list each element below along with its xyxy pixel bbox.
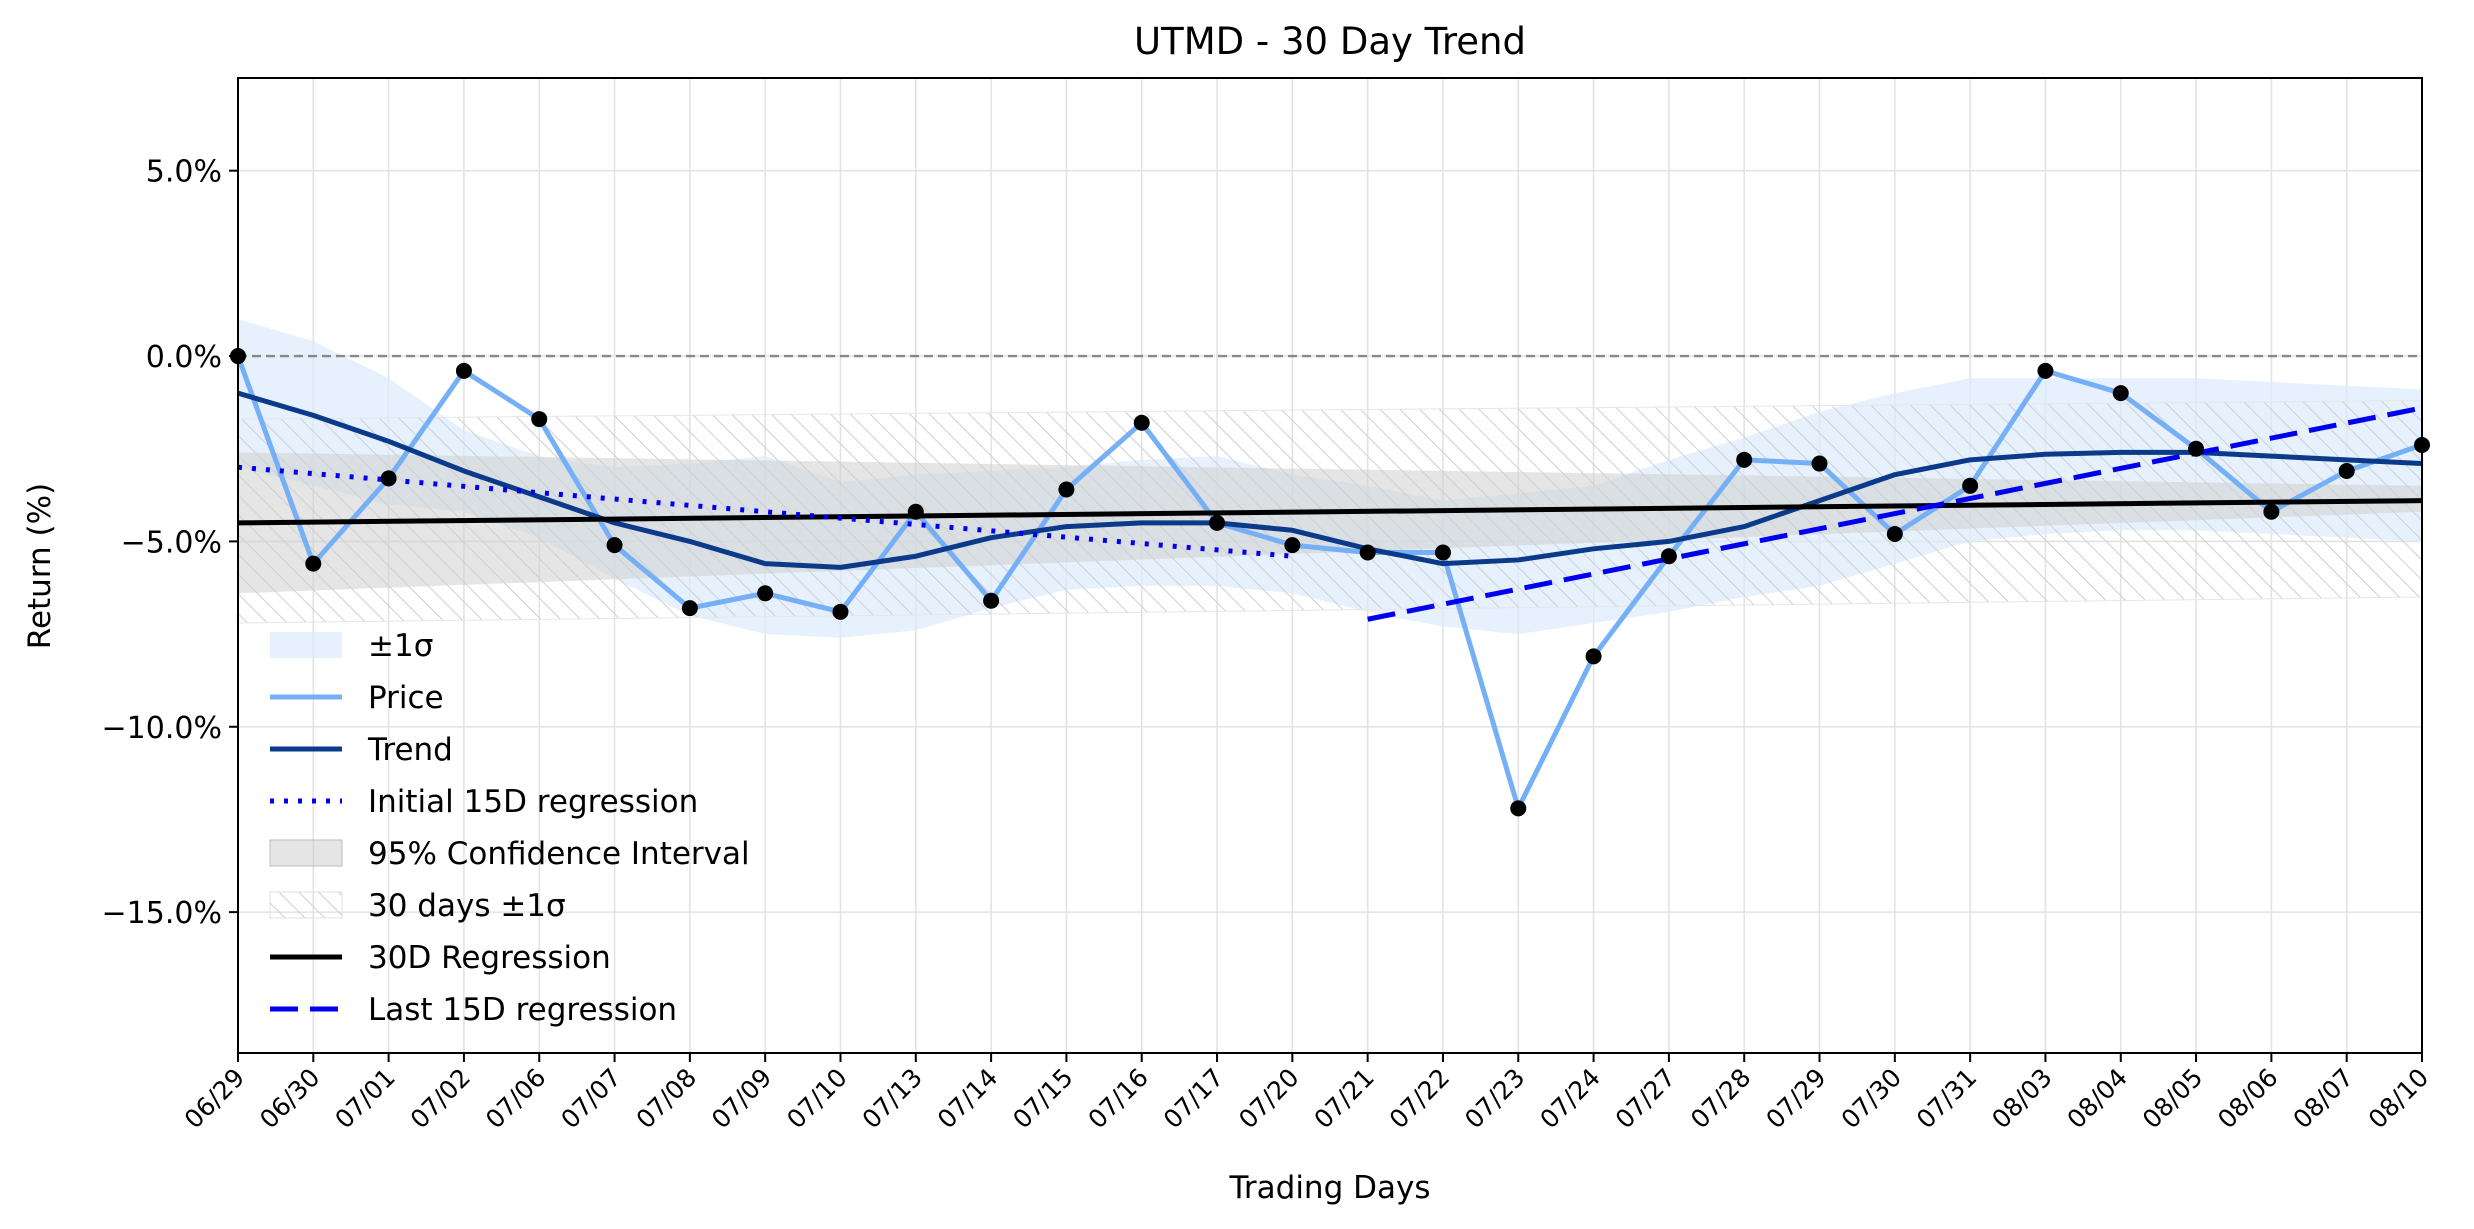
x-tick-label: 07/13 (857, 1063, 928, 1134)
x-tick-label: 07/02 (405, 1063, 476, 1134)
legend-label: ±1σ (368, 628, 433, 664)
price-point (983, 592, 1000, 609)
legend-swatch (269, 839, 343, 867)
x-tick-label: 07/23 (1459, 1063, 1530, 1134)
legend-swatch (270, 632, 342, 658)
x-tick-label: 07/28 (1685, 1063, 1756, 1134)
y-tick-label: −5.0% (121, 525, 222, 560)
price-point (1811, 455, 1828, 472)
chart-title: UTMD - 30 Day Trend (1134, 20, 1526, 63)
price-point (832, 603, 849, 620)
price-point (305, 555, 322, 572)
legend-label: Initial 15D regression (368, 784, 698, 820)
markers-layer (230, 348, 2430, 817)
price-point (606, 537, 623, 554)
price-point (1962, 477, 1979, 494)
x-tick-label: 07/10 (781, 1063, 852, 1134)
x-tick-label: 07/06 (480, 1063, 551, 1134)
price-point (1660, 548, 1677, 565)
price-point (1058, 481, 1075, 498)
legend-item: Last 15D regression (270, 992, 677, 1028)
x-axis-label: Trading Days (1229, 1170, 1431, 1206)
price-point (531, 411, 548, 428)
y-tick-label: −15.0% (102, 896, 222, 931)
y-axis-label: Return (%) (22, 483, 58, 649)
x-tick-label: 07/24 (1534, 1063, 1605, 1134)
x-tick-label: 07/27 (1610, 1063, 1681, 1134)
price-point (2263, 503, 2280, 520)
x-tick-label: 07/22 (1384, 1063, 1455, 1134)
plot-frame (237, 77, 2423, 1054)
legend-label: Price (368, 680, 444, 716)
price-point (907, 503, 924, 520)
legend-item: 30D Regression (270, 940, 611, 976)
x-tick-label: 07/01 (329, 1063, 400, 1134)
price-point (1585, 648, 1602, 665)
x-tick-label: 07/29 (1760, 1063, 1831, 1134)
x-tick-label: 07/08 (631, 1063, 702, 1134)
lines-layer (238, 354, 2422, 811)
price-line (238, 355, 2422, 811)
legend-label: Trend (367, 732, 453, 768)
legend-item: Price (270, 680, 444, 716)
legend-item: 30 days ±1σ (269, 888, 566, 924)
y-tick-label: 5.0% (146, 155, 222, 190)
legend-item: 95% Confidence Interval (269, 836, 750, 872)
x-tick-label: 07/14 (932, 1063, 1003, 1134)
price-point (2112, 385, 2129, 402)
x-tick-label: 08/03 (1986, 1063, 2057, 1134)
price-point (1209, 514, 1226, 531)
legend-label: 95% Confidence Interval (368, 836, 750, 872)
price-point (1359, 544, 1376, 561)
x-tick-label: 07/20 (1233, 1063, 1304, 1134)
x-tick-label: 07/17 (1158, 1063, 1229, 1134)
x-tick-label: 07/31 (1911, 1063, 1982, 1134)
x-tick-label: 08/06 (2212, 1063, 2283, 1134)
bands-layer (238, 318, 2422, 638)
x-tick-label: 07/15 (1007, 1063, 1078, 1134)
last-15d-regression-line (1367, 405, 2422, 622)
legend-item: ±1σ (270, 628, 433, 664)
x-tick-label: 08/10 (2363, 1063, 2434, 1134)
x-tick-label: 08/05 (2137, 1063, 2208, 1134)
price-point (455, 362, 472, 379)
price-point (681, 600, 698, 617)
legend-swatch (269, 891, 343, 919)
x-tick-label: 06/30 (254, 1063, 325, 1134)
legend-label: Last 15D regression (368, 992, 677, 1028)
x-tick-label: 08/07 (2287, 1063, 2358, 1134)
price-point (2188, 440, 2205, 457)
x-tick-label: 07/09 (706, 1063, 777, 1134)
thirty-day-regression-line (238, 498, 2422, 526)
price-point (2338, 462, 2355, 479)
price-point (380, 470, 397, 487)
legend-label: 30D Regression (368, 940, 611, 976)
price-point (1284, 537, 1301, 554)
x-tick-label: 07/16 (1083, 1063, 1154, 1134)
price-point (757, 585, 774, 602)
x-tick-label: 07/21 (1308, 1063, 1379, 1134)
price-point (1736, 451, 1753, 468)
confidence-interval-band (238, 452, 2422, 594)
legend-label: 30 days ±1σ (368, 888, 566, 924)
x-tick-label: 07/30 (1836, 1063, 1907, 1134)
price-point (1510, 800, 1527, 817)
legend: ±1σ Price Trend Initial 15D regression 95% C… (269, 628, 750, 1028)
price-point (1133, 414, 1150, 431)
y-tick-label: 0.0% (146, 340, 222, 375)
x-tick-label: 06/29 (179, 1063, 250, 1134)
price-point (2037, 362, 2054, 379)
price-point (1886, 525, 1903, 542)
y-tick-label: −10.0% (102, 711, 222, 746)
price-point (1434, 544, 1451, 561)
x-tick-label: 08/04 (2062, 1063, 2133, 1134)
legend-item: Trend (270, 732, 453, 768)
x-tick-label: 07/07 (555, 1063, 626, 1134)
legend-item: Initial 15D regression (270, 784, 698, 820)
